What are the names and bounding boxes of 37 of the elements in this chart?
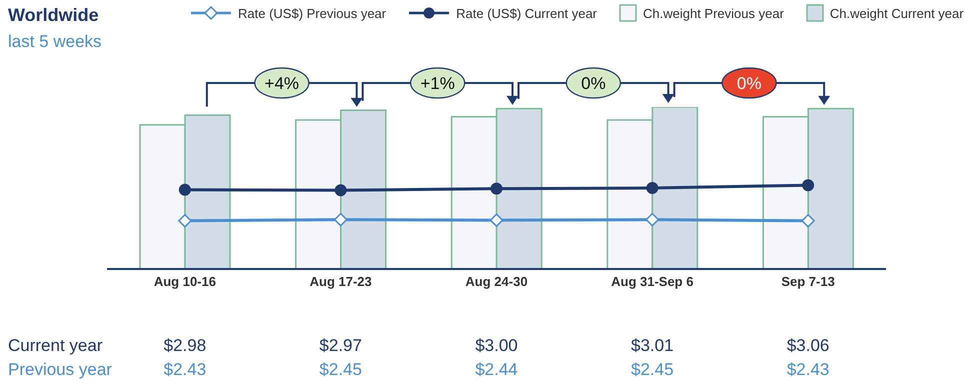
point: [490, 213, 504, 227]
text: 0%: [736, 74, 762, 93]
chart-subtitle: last 5 weeks: [8, 32, 102, 52]
point: [334, 212, 348, 226]
point: [178, 214, 192, 228]
data-label: $2.97: [318, 336, 363, 356]
x-tick-label: Aug 10-16: [154, 274, 216, 290]
point: [334, 184, 347, 196]
text: 0%: [581, 74, 606, 93]
data-label: $2.43: [786, 360, 830, 380]
data-label: $2.45: [318, 360, 363, 380]
x-tick-label: Aug 17-23: [310, 274, 372, 290]
data-label: $2.43: [162, 360, 208, 380]
chart-title: Worldwide: [8, 5, 99, 26]
legend-label: Rate (US$) Current year: [456, 6, 598, 20]
text: Current year: [8, 336, 102, 356]
point: [646, 182, 658, 194]
point: [646, 212, 660, 226]
data-label: $3.01: [630, 336, 675, 356]
text: Previous year: [8, 360, 112, 380]
data-label: $3.06: [786, 336, 830, 356]
text: +4%: [264, 74, 300, 93]
data-label: $3.00: [474, 336, 519, 356]
point: [178, 184, 191, 196]
text: +1%: [420, 74, 455, 93]
x-tick-label: Aug 24-30: [465, 274, 528, 290]
data-label: $2.45: [630, 360, 675, 380]
point: [802, 179, 814, 192]
legend-label: Ch.weight Previous year: [643, 6, 784, 20]
x-tick-label: Aug 31-Sep 6: [611, 274, 694, 290]
legend-label: Ch.weight Current year: [830, 6, 964, 20]
point: [490, 182, 502, 195]
x-tick-label: Sep 7-13: [781, 274, 835, 290]
data-label: $2.98: [162, 336, 208, 356]
point: [801, 214, 815, 228]
data-label: $2.44: [474, 360, 519, 380]
legend-label: Rate (US$) Previous year: [238, 6, 386, 20]
